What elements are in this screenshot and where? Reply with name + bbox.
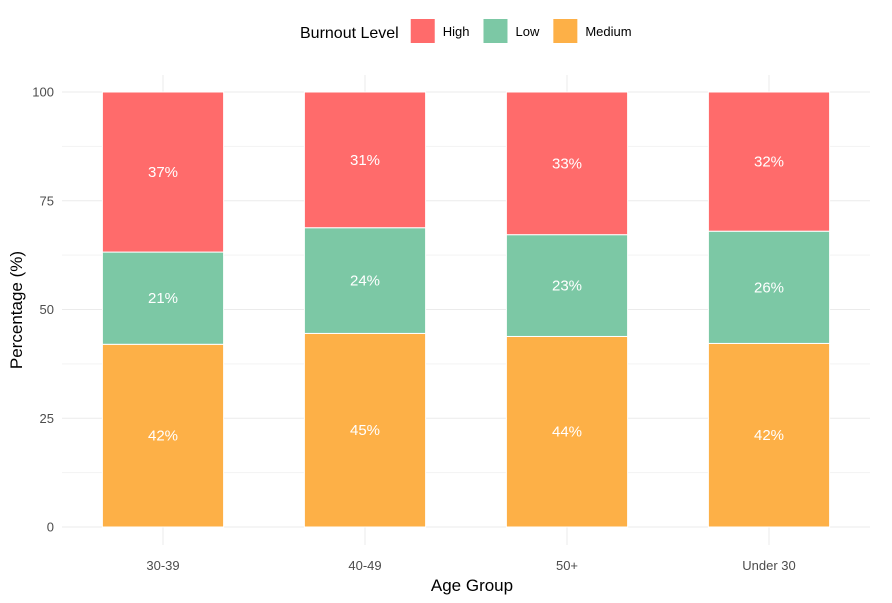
y-tick-label: 0 (47, 520, 54, 535)
bar-data-label: 45% (350, 422, 380, 439)
bar-data-label: 37% (148, 164, 178, 181)
x-tick-label: 40-49 (348, 558, 381, 573)
x-axis-title: Age Group (431, 576, 513, 595)
bars: 42% 21% 37% 45% 24% 31% 44% 23% 33% 42% 26% 32% (101, 91, 831, 528)
bar-segment-low (303, 227, 427, 334)
legend-label: Low (515, 24, 539, 39)
bar-segment-medium (707, 342, 831, 528)
x-tick-label: Under 30 (742, 558, 795, 573)
y-axis-title: Percentage (%) (7, 251, 26, 369)
bar-segment-high (505, 91, 629, 236)
bar-data-label: 31% (350, 152, 380, 169)
bar-segment-high (303, 91, 427, 229)
bar-segment-medium (303, 332, 427, 528)
bar-data-label: 21% (148, 290, 178, 307)
legend: Burnout Level High Low Medium (300, 19, 632, 43)
bar-segment-high (101, 91, 225, 253)
bar-data-label: 44% (552, 424, 582, 441)
bar-data-label: 42% (754, 427, 784, 444)
bar-data-label: 42% (148, 428, 178, 445)
legend-label: Medium (585, 24, 631, 39)
y-axis: 0 25 50 75 100 (32, 85, 54, 535)
bar-data-label: 24% (350, 273, 380, 290)
bar-segment-high (707, 91, 831, 232)
legend-title: Burnout Level (300, 25, 399, 42)
legend-key-medium (553, 19, 578, 43)
y-tick-label: 100 (32, 85, 54, 100)
y-tick-label: 25 (40, 411, 54, 426)
x-tick-label: 30-39 (146, 558, 179, 573)
bar-data-label: 33% (552, 155, 582, 172)
bar-data-label: 32% (754, 154, 784, 171)
x-axis: 30-39 40-49 50+ Under 30 (146, 558, 795, 573)
y-tick-label: 50 (40, 302, 54, 317)
x-tick-label: 50+ (556, 558, 578, 573)
legend-label: High (443, 24, 470, 39)
bar-segment-medium (505, 335, 629, 528)
bar-data-label: 26% (754, 279, 784, 296)
bar-segment-low (505, 234, 629, 337)
bar-data-label: 23% (552, 278, 582, 295)
bar-segment-medium (101, 343, 225, 528)
legend-key-low (483, 19, 508, 43)
y-tick-label: 75 (40, 193, 54, 208)
legend-key-high (410, 19, 435, 43)
